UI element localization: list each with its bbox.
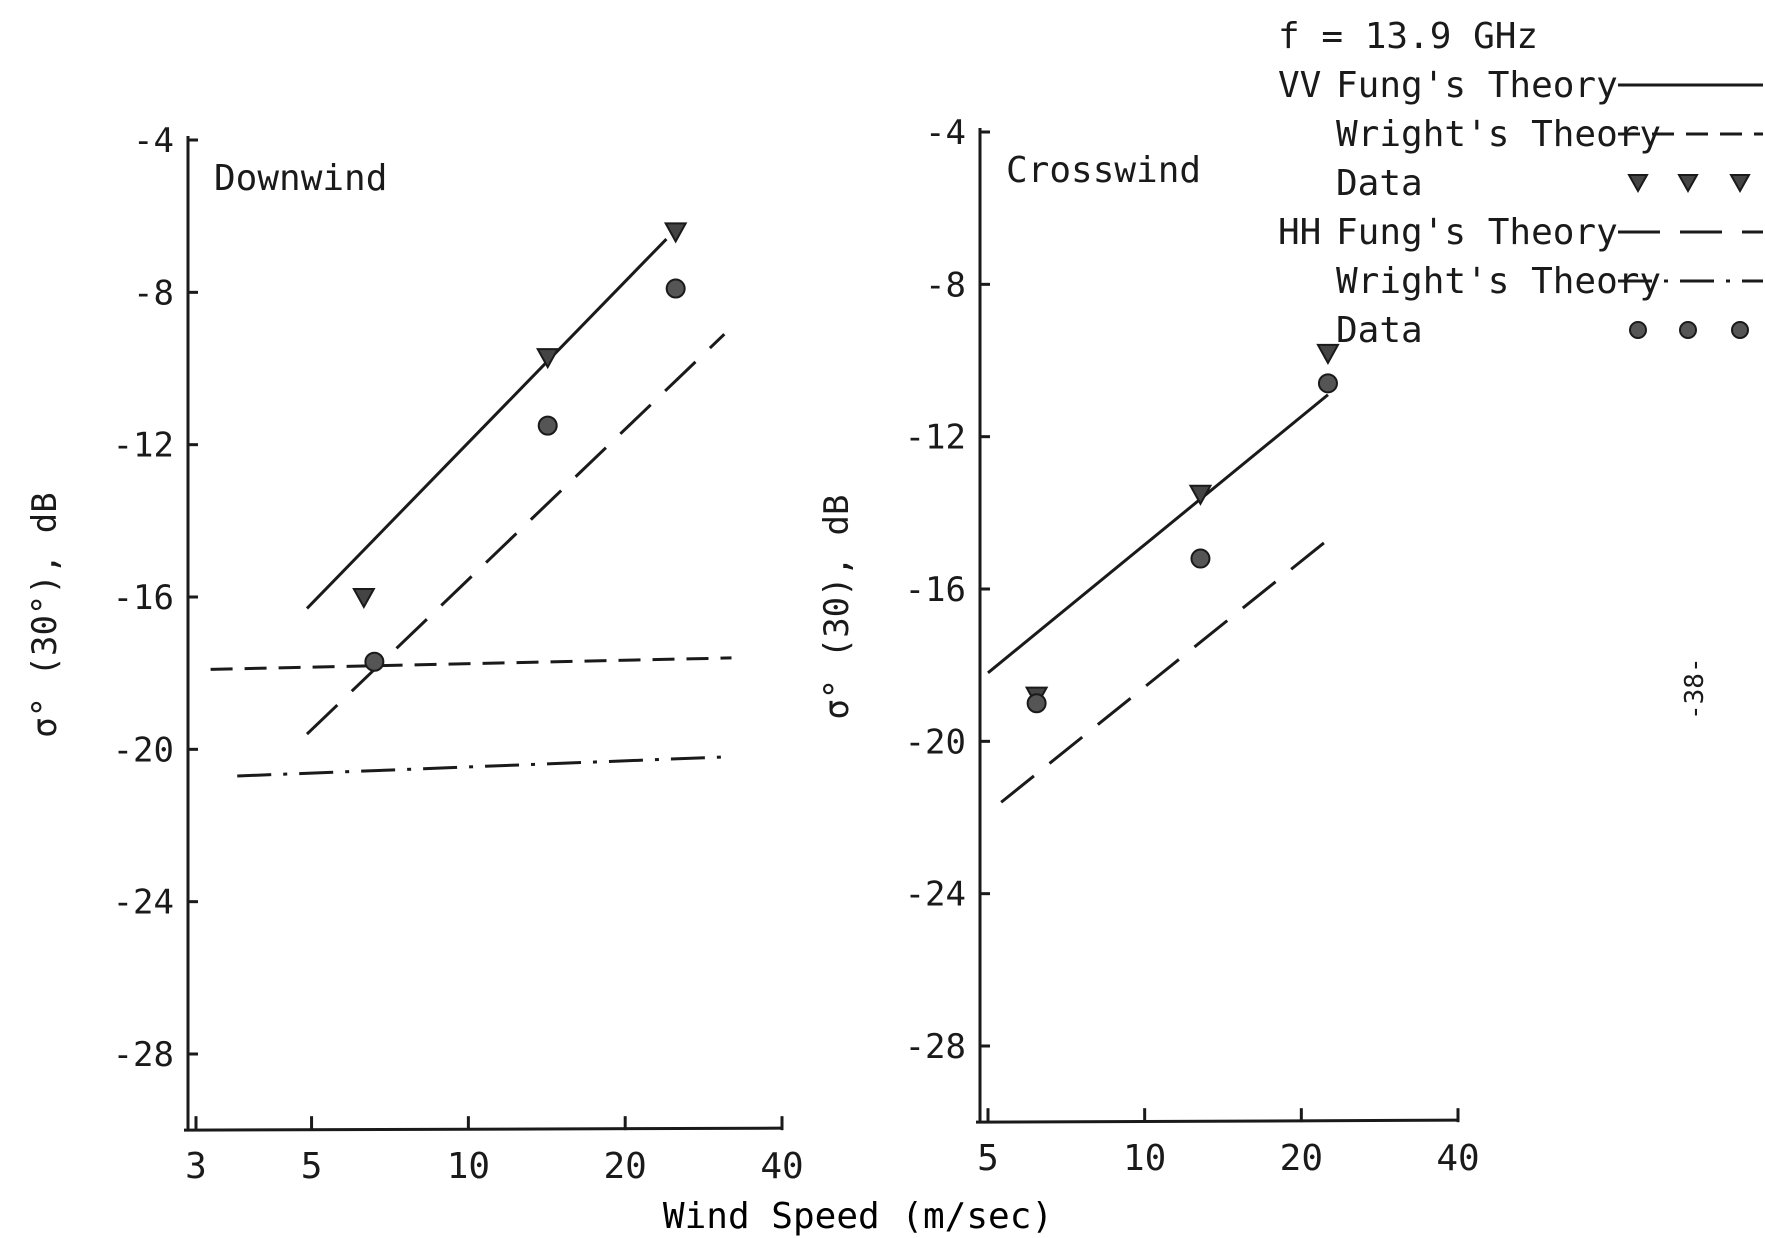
page-number: -38- xyxy=(1680,657,1710,720)
y-axis-label: σ° (30), dB xyxy=(817,494,857,719)
vv-data-point xyxy=(663,222,688,244)
x-tick-label: 20 xyxy=(1280,1138,1323,1179)
y-tick-label: -20 xyxy=(905,722,966,762)
legend-triangle-marker xyxy=(1627,174,1649,194)
chart-panels: -4 -8 -12 -16 -20 -24 -28 3 5 10 20 40 Downwind σ° (3… xyxy=(25,113,1480,1187)
y-tick-label: -12 xyxy=(113,426,174,466)
hh-wright-s-theory-line xyxy=(237,755,725,778)
y-tick-label: -20 xyxy=(113,730,174,770)
legend-polarization: HH xyxy=(1278,212,1321,253)
y-tick-label: -12 xyxy=(905,418,966,458)
panel-crosswind: -4 -8 -12 -16 -20 -24 -28 5 10 20 40 Crosswind σ° (3… xyxy=(817,113,1480,1179)
hh-data-point xyxy=(1317,373,1338,394)
panel-title: Crosswind xyxy=(1006,150,1201,191)
y-tick-label: -16 xyxy=(905,570,966,610)
x-axis-line xyxy=(183,1126,783,1132)
hh-data-point xyxy=(1190,548,1211,569)
x-tick-label: 40 xyxy=(760,1146,803,1187)
hh-data-point xyxy=(364,651,385,672)
x-tick-label: 20 xyxy=(604,1146,647,1187)
y-tick-label: -4 xyxy=(133,121,174,161)
x-tick-label: 10 xyxy=(1123,1138,1166,1179)
y-tick-label: -28 xyxy=(113,1035,174,1075)
hh-fung-s-theory-line xyxy=(1000,534,1334,804)
y-tick-label: -16 xyxy=(113,578,174,618)
vv-data-point xyxy=(352,588,376,610)
x-tick-label: 5 xyxy=(301,1146,323,1187)
legend-circle-marker xyxy=(1629,321,1647,339)
legend-entry-label: Wright's Theory xyxy=(1336,261,1661,302)
panel-downwind: -4 -8 -12 -16 -20 -24 -28 3 5 10 20 40 Downwind σ° (3… xyxy=(25,121,804,1187)
y-tick-label: -24 xyxy=(113,883,174,923)
y-axis-label: σ° (30°), dB xyxy=(25,492,65,738)
shared-x-axis-label: Wind Speed (m/sec) xyxy=(663,1196,1053,1237)
y-tick-label: -28 xyxy=(905,1027,966,1067)
panel-title: Downwind xyxy=(214,158,387,199)
legend-circle-marker xyxy=(1731,321,1749,339)
x-tick-label: 40 xyxy=(1436,1138,1479,1179)
legend-entry-label: Data xyxy=(1336,310,1423,351)
hh-data-point xyxy=(1026,693,1047,714)
vv-fung-s-theory-line xyxy=(987,393,1329,674)
x-axis-line xyxy=(975,1118,1459,1124)
legend-frequency: f = 13.9 GHz xyxy=(1278,16,1538,57)
vv-data-point xyxy=(1316,343,1340,365)
legend-entry-label: Fung's Theory xyxy=(1336,212,1618,253)
legend: f = 13.9 GHz VV Fung's Theory Wright's Theo… xyxy=(1278,16,1763,351)
legend-entry-label: Wright's Theory xyxy=(1336,114,1661,155)
vv-wright-s-theory-line xyxy=(210,656,732,671)
vv-fung-s-theory-line xyxy=(305,237,668,610)
legend-circle-marker xyxy=(1679,321,1697,339)
legend-triangle-marker xyxy=(1729,174,1751,194)
y-tick-label: -24 xyxy=(905,875,966,915)
y-tick-label: -8 xyxy=(133,273,174,313)
x-tick-label: 5 xyxy=(977,1138,999,1179)
x-tick-label: 10 xyxy=(447,1146,490,1187)
legend-polarization: VV xyxy=(1278,65,1321,106)
legend-triangle-marker xyxy=(1677,174,1699,194)
hh-data-point xyxy=(665,278,686,299)
y-tick-label: -8 xyxy=(925,265,966,305)
legend-entry-label: Fung's Theory xyxy=(1336,65,1618,106)
x-tick-label: 3 xyxy=(185,1146,207,1187)
legend-entry-label: Data xyxy=(1336,163,1423,204)
vv-data-point xyxy=(1188,484,1213,506)
vv-data-point xyxy=(536,348,560,370)
y-tick-label: -4 xyxy=(925,113,966,153)
hh-data-point xyxy=(537,415,558,436)
